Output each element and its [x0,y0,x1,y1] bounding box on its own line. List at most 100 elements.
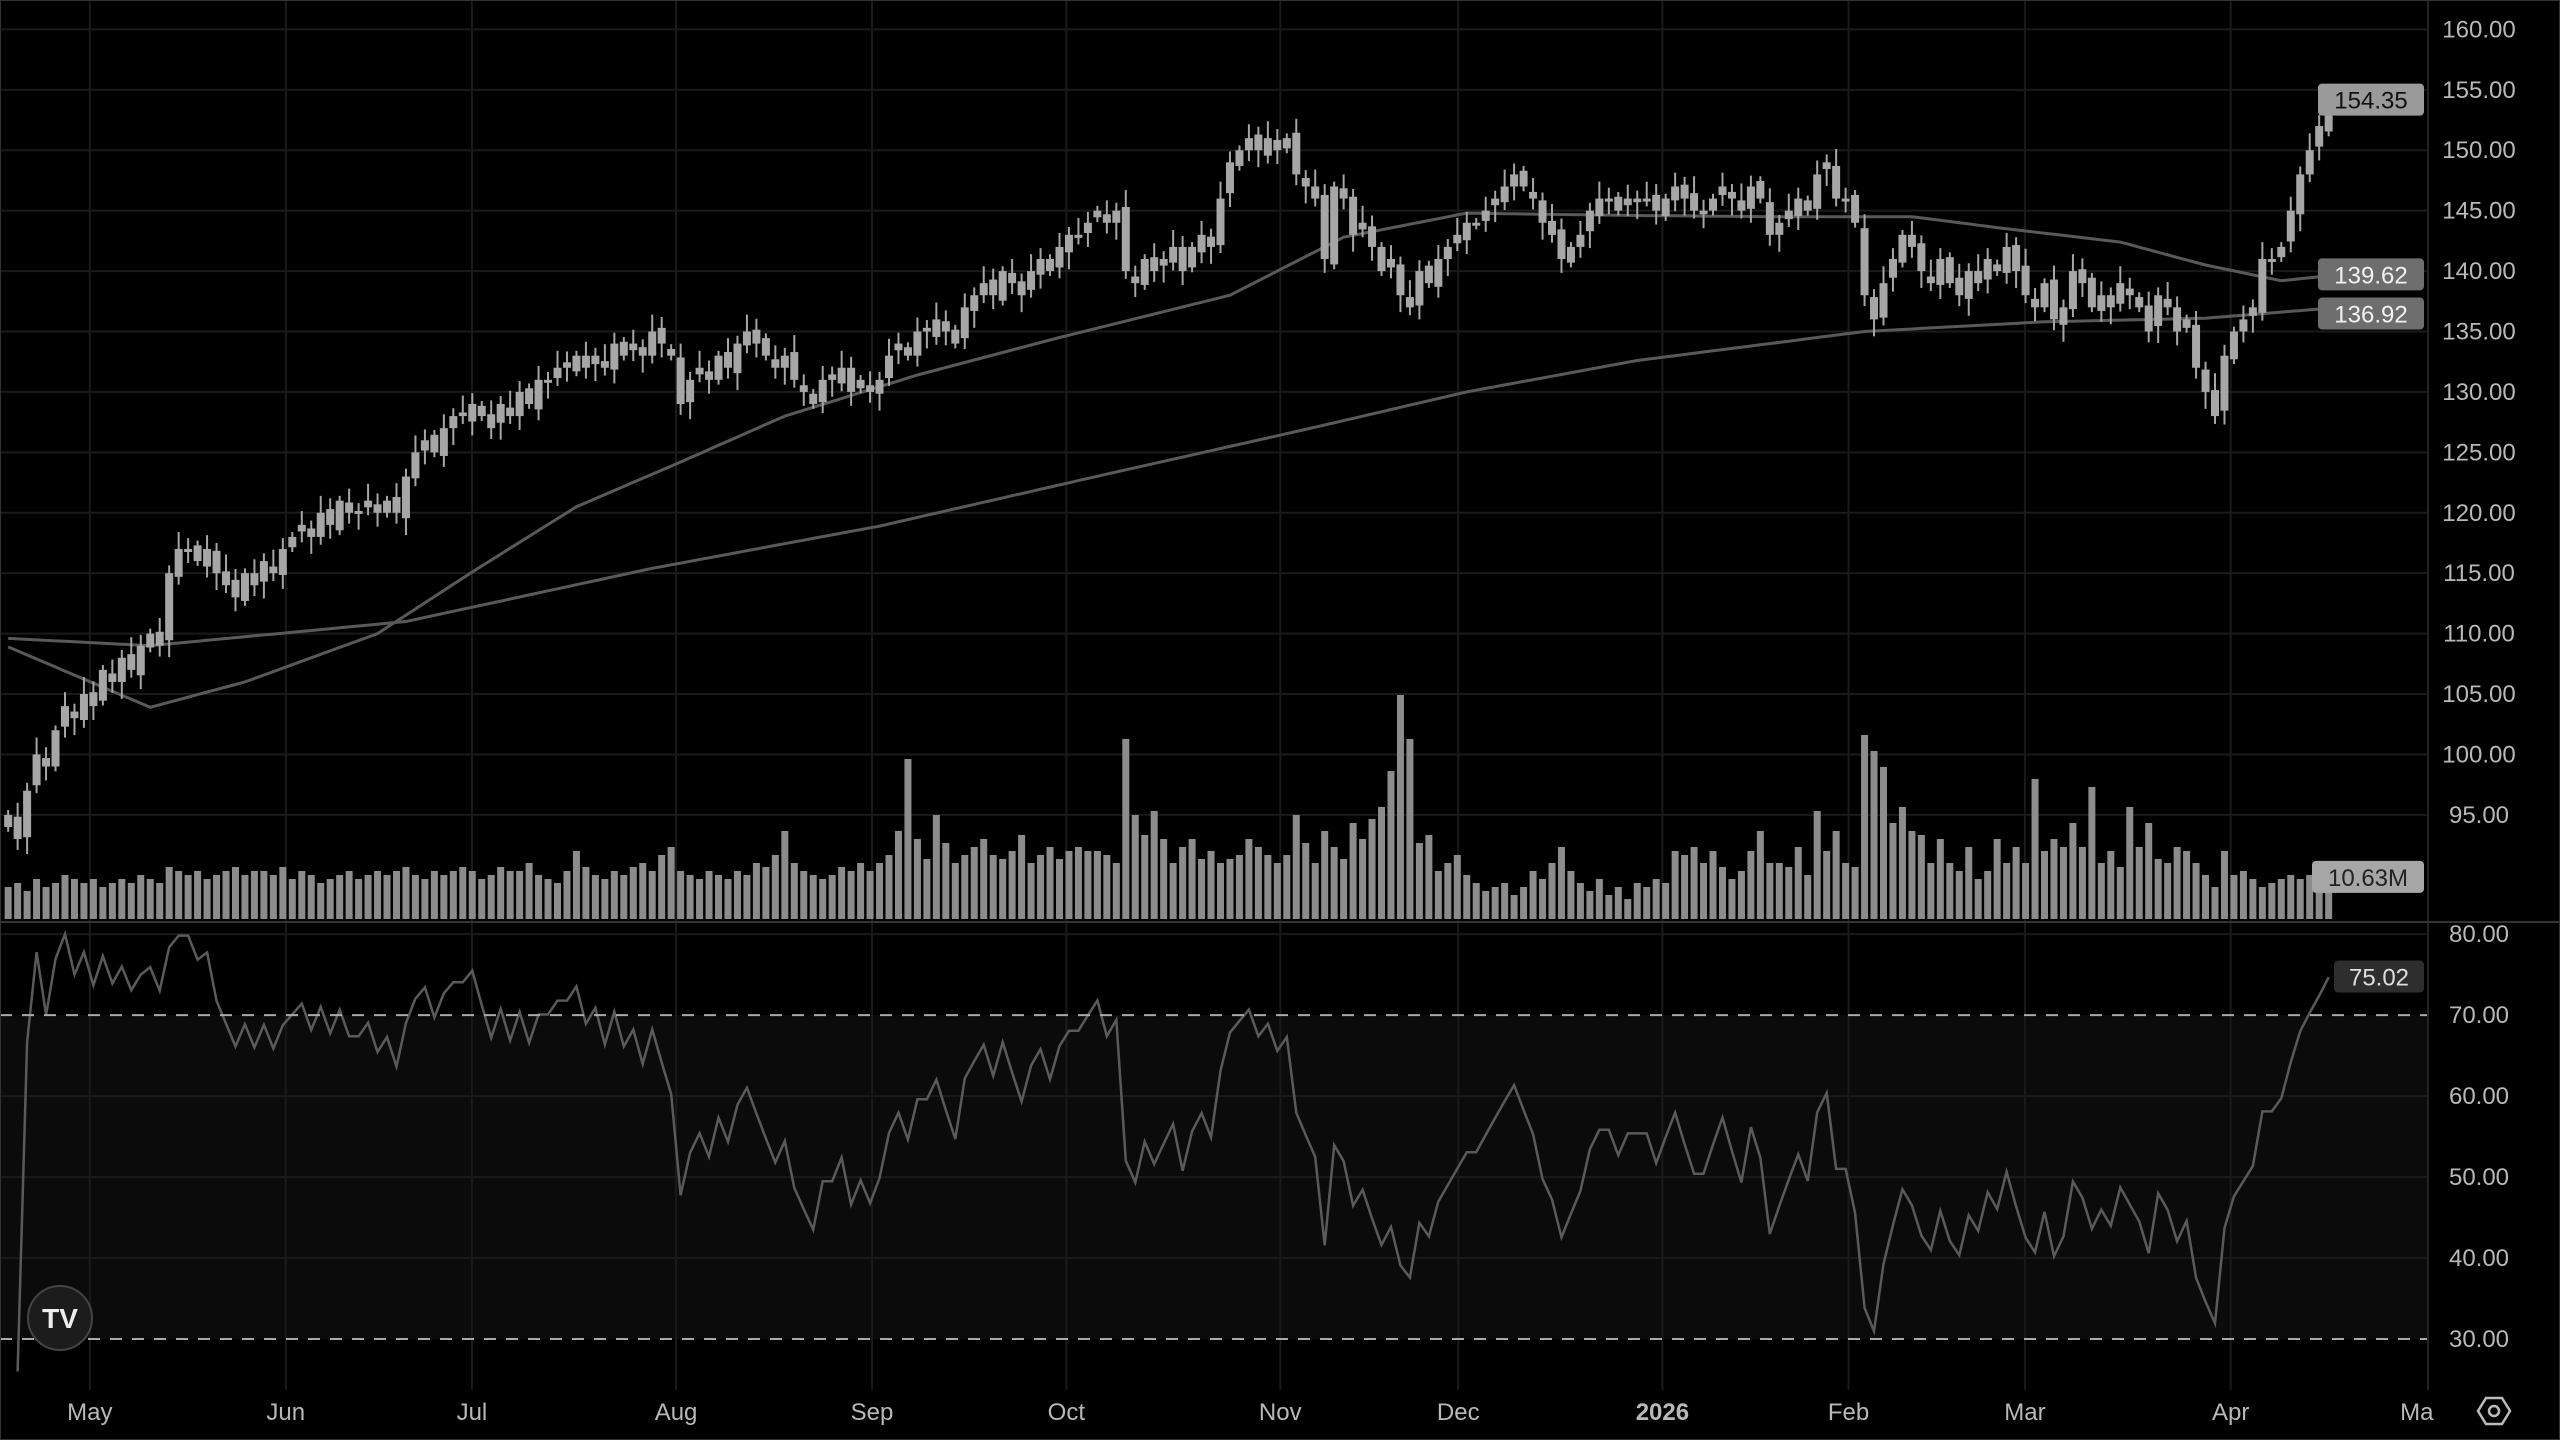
candle-body [335,500,344,531]
volume-bar [1235,854,1243,919]
tradingview-logo[interactable]: TV [27,1285,93,1351]
candle-body [1993,264,2002,272]
candle-body [1188,246,1197,268]
volume-bar [392,870,400,919]
volume-bar [1093,850,1101,919]
volume-bar [497,866,505,919]
candle-body [525,388,534,405]
volume-bar [2220,850,2228,919]
candle-body [2144,305,2153,332]
candle-body [1235,150,1244,166]
volume-bar [468,870,476,919]
ma-slow-label: 136.92 [2318,297,2424,330]
candle-body [127,654,136,670]
candle-body [752,329,761,344]
volume-bar [2287,874,2295,919]
candle-body [1339,188,1348,199]
candle-body [1472,222,1481,226]
volume-bar [2230,874,2238,919]
candle-body [1377,246,1386,272]
volume-bar [241,874,249,919]
candle-body [619,341,628,356]
settings-hex-icon[interactable] [2476,1396,2512,1426]
candle-body [278,549,287,575]
volume-bar [1936,838,1944,919]
volume-bar [1008,850,1016,919]
volume-bar [724,878,732,919]
volume-bar [1662,882,1670,919]
candle-body [1140,258,1149,285]
volume-bar [2296,878,2304,919]
volume-bar [733,870,741,919]
candle-body [2059,307,2068,325]
price-tick-label: 145.00 [2442,198,2515,225]
candle-body [42,758,51,767]
candle-body [13,816,22,840]
candle-body [1443,246,1452,259]
volume-bar [1747,850,1755,919]
ma-fast-label: 139.62 [2318,258,2424,291]
candle-body [705,371,714,380]
ma-slow-label-bg [2318,297,2424,330]
candle-body [1330,186,1339,265]
candle-body [2021,265,2030,296]
candle-body [2296,174,2305,215]
time-axis[interactable]: May Jun Jul Aug Sep Oct Nov Dec 2026 Feb Mar Apr Ma [67,1399,2434,1426]
volume-bar [2088,786,2096,919]
volume-bar [1804,874,1812,919]
volume-bar [932,814,940,919]
candle-body [1718,186,1727,195]
candle-body [591,355,600,365]
volume-bar [203,878,211,919]
volume-bar [1321,830,1329,919]
candle-body [1983,258,1992,280]
candle-body [1462,222,1471,241]
volume-bar [1055,858,1063,919]
volume-bar [1974,878,1982,919]
volume-bar [819,878,827,919]
volume-bar [535,874,543,919]
candle-body [1860,228,1869,296]
volume-bar [1501,882,1509,919]
volume-bar [1993,838,2001,919]
candle-body [70,711,79,719]
volume-bar [1226,858,1234,919]
volume-bar [1529,870,1537,919]
candle-body [1642,198,1651,202]
candle-body [1566,246,1575,263]
axis-value-labels: 154.35 139.62 136.92 10.63M 75.02 [2312,83,2424,993]
volume-bar [364,874,372,919]
candle-body [562,362,571,368]
volume-label-bg [2312,860,2424,893]
volume-bar [554,882,562,919]
candle-body [1879,283,1888,318]
volume-bar [809,874,817,919]
volume-bar [1217,862,1225,919]
candle-body [222,571,231,586]
candle-body [1386,258,1395,268]
ma-fast-label-bg [2318,258,2424,291]
volume-bar [876,862,884,919]
volume-bar [2050,838,2058,919]
volume-bar [913,838,921,919]
candle-body [1917,243,1926,272]
candle-body [2031,298,2040,308]
volume-bar [2078,846,2086,919]
rsi-value-label-text: 75.02 [2349,965,2409,992]
candle-body [1671,186,1680,201]
price-axis[interactable]: 160.00 155.00 150.00 145.00 140.00 135.00 130.… [2442,16,2515,1353]
candle-body [553,367,562,379]
volume-bar [1823,850,1831,919]
rsi-tick-label: 70.00 [2449,1002,2509,1029]
candle-body [2229,331,2238,360]
candle-body [1604,198,1613,202]
candle-body [250,573,259,586]
candle-body [856,379,865,389]
candle-body [1633,198,1642,203]
candle-body [1510,174,1519,187]
candle-body [2305,150,2314,175]
candle-body [989,279,998,296]
candle-body [1926,276,1935,284]
candle-body [600,361,609,368]
